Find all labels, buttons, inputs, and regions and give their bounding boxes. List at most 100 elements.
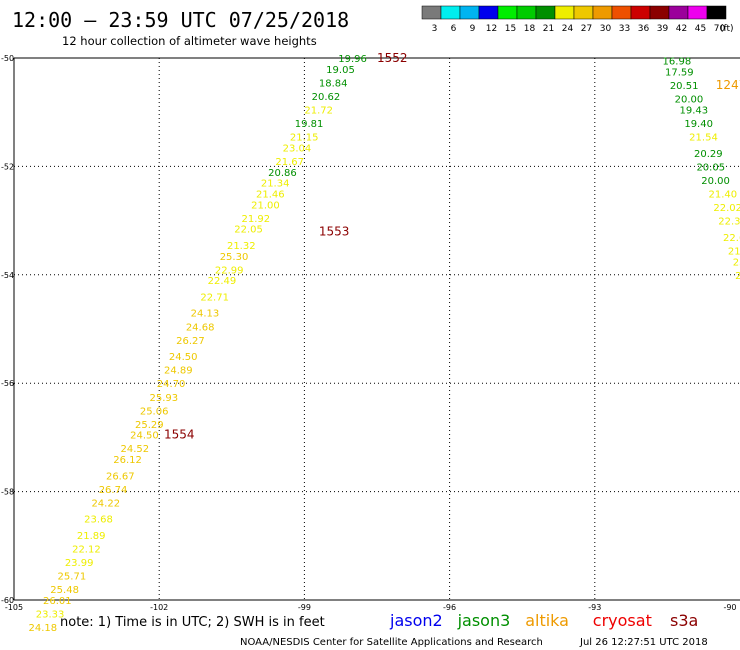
- swh-value: 21.00: [251, 200, 280, 211]
- swh-value: 19.96: [338, 54, 367, 65]
- colorbar-swatch: [687, 5, 708, 20]
- swh-value: 26.74: [99, 485, 128, 496]
- swh-value: 22.05: [234, 225, 263, 236]
- swh-value: 25.71: [58, 572, 87, 583]
- swh-value: 19.43: [680, 105, 709, 116]
- swh-value: 22.99: [215, 265, 244, 276]
- colorbar-label: 39: [657, 24, 669, 34]
- swh-value: 24.52: [120, 444, 149, 455]
- colorbar-unit: (ft): [720, 24, 734, 34]
- colorbar-swatch: [554, 5, 575, 20]
- colorbar-label: 45: [695, 24, 706, 34]
- axis-labels: -50 -52 -54 -56 -58 -60-105 -102 -99 -96 -93 -90: [1, 54, 737, 612]
- satellite-legend: jason2 jason3 altika cryosat s3a: [389, 611, 698, 630]
- colorbar-swatch: [516, 5, 537, 20]
- chart-subtitle: 12 hour collection of altimeter wave hei…: [62, 34, 317, 48]
- swh-value: 19.40: [684, 119, 713, 130]
- swh-value: 24.70: [157, 379, 186, 390]
- x-tick-label: -105: [5, 603, 23, 612]
- swh-value: 22.49: [208, 276, 237, 287]
- swh-value: 21.7: [728, 246, 740, 257]
- colorbar-swatch: [478, 5, 499, 20]
- swh-value: 20.05: [696, 162, 725, 173]
- x-tick-label: -102: [150, 603, 168, 612]
- colorbar-label: 3: [432, 24, 438, 34]
- colorbar-swatch: [535, 5, 556, 20]
- y-tick-label: -54: [1, 271, 14, 280]
- swh-value: 21.67: [275, 157, 304, 168]
- pass-id-label: 1553: [319, 224, 350, 238]
- colorbar-swatch: [611, 5, 632, 20]
- swh-value: 22.35: [718, 217, 740, 228]
- colorbar-swatch: [459, 5, 480, 20]
- legend-entry: s3a: [670, 611, 698, 630]
- swh-value: 23.68: [84, 515, 113, 526]
- swh-value: 24.50: [130, 431, 159, 442]
- colorbar-label: 27: [581, 24, 592, 34]
- y-tick-label: -60: [1, 596, 14, 605]
- colorbar-label: 21: [543, 24, 554, 34]
- swh-value: 24.68: [186, 322, 215, 333]
- swh-value: 20.00: [701, 176, 730, 187]
- swh-value: 24.89: [164, 366, 193, 377]
- swh-value: 20.86: [268, 168, 297, 179]
- legend-entry: altika: [525, 611, 569, 630]
- swh-value: 24.13: [191, 309, 220, 320]
- colorbar-swatch: [649, 5, 670, 20]
- pass-id-label: 1554: [164, 428, 195, 442]
- swh-value: 20.29: [694, 149, 723, 160]
- plot-area: [13, 57, 740, 601]
- swh-value: 22.02: [713, 203, 740, 214]
- swh-value: 20.62: [312, 92, 341, 103]
- x-tick-label: -93: [588, 603, 601, 612]
- colorbar-swatch: [592, 5, 613, 20]
- swh-value: 25.48: [50, 585, 79, 596]
- swh-value: 21.34: [261, 179, 290, 190]
- x-tick-label: -99: [298, 603, 311, 612]
- colorbar-swatch: [630, 5, 651, 20]
- swh-value: 21.92: [241, 214, 270, 225]
- x-tick-label: -96: [443, 603, 456, 612]
- colorbar-label: 24: [562, 24, 574, 34]
- swh-value: 25.29: [135, 420, 164, 431]
- footer-note: note: 1) Time is in UTC; 2) SWH is in fe…: [60, 615, 325, 630]
- swh-value: 21.32: [227, 241, 256, 252]
- colorbar-label: 9: [470, 24, 476, 34]
- swh-value: 25.06: [140, 406, 169, 417]
- footer-timestamp: Jul 26 12:27:51 UTC 2018: [579, 637, 708, 648]
- swh-value: 24.18: [29, 623, 58, 634]
- swh-value: 21.72: [304, 105, 333, 116]
- colorbar-label: 70: [714, 24, 726, 34]
- swh-value: 18.84: [319, 78, 348, 89]
- colorbar-swatch: [573, 5, 594, 20]
- legend-entry: jason2: [389, 611, 443, 630]
- colorbar-label: 33: [619, 24, 630, 34]
- swh-value: 23.33: [36, 610, 65, 621]
- swh-value: 24.22: [91, 498, 120, 509]
- swh-value: 23.: [733, 257, 740, 268]
- footer-credit: NOAA/NESDIS Center for Satellite Applica…: [240, 637, 543, 648]
- swh-value: 21.46: [256, 190, 285, 201]
- colorbar-label: 30: [600, 24, 612, 34]
- colorbar-swatch: [706, 5, 727, 20]
- y-tick-label: -56: [1, 379, 14, 388]
- swh-value: 23.04: [283, 143, 312, 154]
- swh-value: 21.15: [290, 133, 319, 144]
- colorbar-label: 6: [451, 24, 457, 34]
- swh-value: 25.93: [150, 393, 179, 404]
- y-tick-label: -58: [1, 488, 14, 497]
- swh-value: 21.89: [77, 531, 106, 542]
- colorbar: 3 6 9 12 15 18 21 24 27 30 33 36 39 42 45 70(ft): [421, 5, 734, 34]
- colorbar-swatch: [497, 5, 518, 20]
- y-tick-label: -52: [1, 162, 14, 171]
- swh-value: 22.71: [200, 292, 229, 303]
- swh-value: 19.81: [295, 119, 324, 130]
- colorbar-label: 18: [524, 24, 536, 34]
- swh-value: 26.01: [43, 596, 72, 607]
- swh-value: 25.30: [220, 252, 249, 263]
- colorbar-label: 15: [505, 24, 516, 34]
- colorbar-label: 36: [638, 24, 650, 34]
- swh-value: 21.40: [709, 190, 738, 201]
- swh-value: 24.50: [169, 352, 198, 363]
